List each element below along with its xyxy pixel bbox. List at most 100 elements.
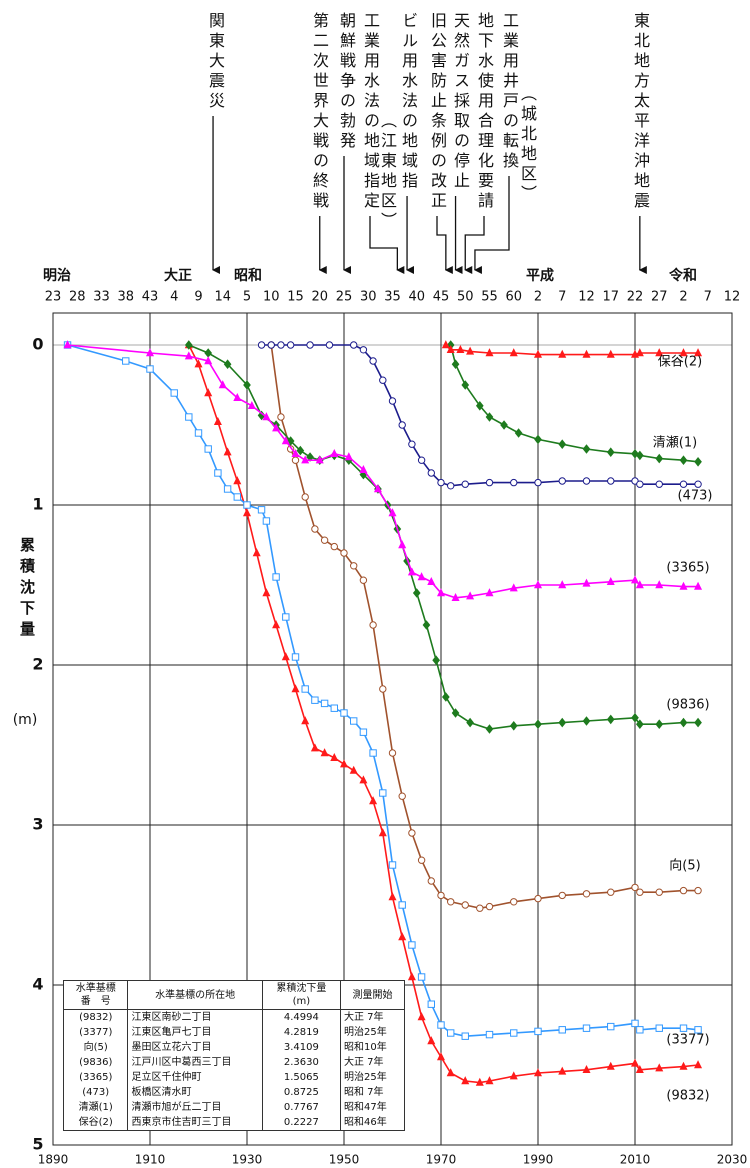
table-cell: 昭和 7年 [339, 1085, 406, 1100]
series-label: 向(5) [669, 858, 700, 874]
data-point [369, 796, 378, 805]
y-tick-label: 4 [32, 975, 43, 994]
data-point [437, 478, 445, 487]
data-point [694, 1026, 702, 1034]
data-point [286, 436, 295, 446]
data-point [655, 580, 664, 589]
era-label: 昭和 [234, 268, 262, 284]
data-point [582, 716, 591, 726]
data-point [262, 517, 271, 525]
data-point [301, 455, 310, 464]
data-point [359, 576, 368, 584]
table-cell: 向(5) [62, 1040, 129, 1055]
data-point [301, 716, 310, 725]
data-point [655, 888, 663, 896]
data-point [267, 341, 275, 349]
top-tick-label: 12 [724, 290, 741, 305]
data-point [636, 719, 644, 730]
event-label: 地下水使用合理化要請 [475, 12, 494, 212]
event-arrow [473, 176, 510, 274]
y-tick-label: 3 [32, 815, 43, 834]
table-cell: 明治25年 [339, 1070, 406, 1085]
data-point [510, 1029, 518, 1037]
event-label: ビル用水法の地域指 [399, 12, 418, 192]
event-arrow [464, 216, 485, 274]
data-point [427, 877, 435, 885]
data-point [340, 549, 348, 557]
data-point [359, 775, 368, 784]
data-point [451, 708, 460, 718]
data-point [485, 902, 494, 911]
data-point [379, 789, 387, 797]
data-point [500, 420, 508, 430]
data-point [407, 567, 416, 576]
data-point [145, 348, 155, 357]
data-point [456, 344, 465, 353]
data-point [655, 1024, 663, 1032]
data-point [427, 469, 435, 477]
y-tick-label: 5 [32, 1135, 43, 1154]
table-cell: 足立区千住仲町 [127, 1070, 263, 1085]
data-point [398, 901, 406, 909]
data-point [301, 685, 309, 693]
top-tick-label: 10 [263, 290, 280, 305]
y-tick-label: 1 [32, 495, 43, 514]
data-point [408, 440, 416, 448]
data-point [388, 861, 397, 869]
table-cell: 墨田区立花六丁目 [127, 1040, 263, 1055]
data-point [301, 493, 309, 501]
data-point [412, 588, 421, 598]
data-point [243, 501, 251, 509]
data-point [398, 540, 407, 549]
data-point [277, 413, 285, 421]
data-point [558, 439, 567, 450]
data-point [257, 341, 266, 349]
data-point [534, 894, 542, 903]
data-point [340, 709, 348, 717]
data-point [369, 621, 377, 629]
data-point [184, 351, 193, 360]
info-table: 水準基標番 号 水準基標の所在地 累積沈下量 (m) 測量開始 (9832) 江東区南砂二丁… [62, 980, 406, 1131]
data-point [257, 506, 266, 514]
data-point [461, 1032, 469, 1040]
top-tick-label: 9 [194, 290, 202, 305]
data-point [378, 828, 387, 837]
table-cell: 昭和46年 [339, 1115, 406, 1131]
top-tick-label: 27 [651, 290, 668, 305]
data-point [417, 973, 426, 981]
data-point [291, 653, 300, 661]
data-point [311, 696, 319, 704]
table-row: (3377) 江東区亀戸七丁目 4.2819 明治25年 [62, 1025, 406, 1040]
data-point [320, 699, 329, 708]
data-point [606, 576, 615, 585]
series-line [188, 344, 699, 730]
data-point [350, 341, 358, 349]
data-point [388, 397, 397, 405]
data-point [461, 1076, 470, 1085]
table-cell: 4.2819 [261, 1025, 341, 1040]
data-point [466, 717, 474, 728]
table-cell: (3365) [62, 1070, 129, 1085]
data-point [325, 341, 334, 349]
data-point [476, 904, 484, 912]
data-point [461, 901, 469, 909]
data-point [558, 717, 567, 728]
data-point [262, 412, 271, 421]
data-point [436, 1052, 446, 1061]
top-tick-label: 25 [336, 290, 353, 305]
table-cell: (473) [62, 1085, 129, 1100]
data-point [315, 455, 324, 464]
top-tick-label: 12 [578, 290, 595, 305]
data-point [291, 684, 300, 693]
table-row: (3365) 足立区千住仲町 1.5065 明治25年 [62, 1070, 406, 1085]
table-cell: 0.2227 [261, 1115, 341, 1131]
data-point [558, 1026, 566, 1034]
table-header: 水準基標番 号 [62, 980, 129, 1010]
data-point [635, 1064, 644, 1073]
data-point [441, 340, 450, 349]
table-cell: 江戸川区中葛西三丁目 [127, 1055, 263, 1070]
data-point [146, 365, 154, 373]
table-cell: (9836) [62, 1055, 129, 1070]
data-point [373, 484, 382, 493]
